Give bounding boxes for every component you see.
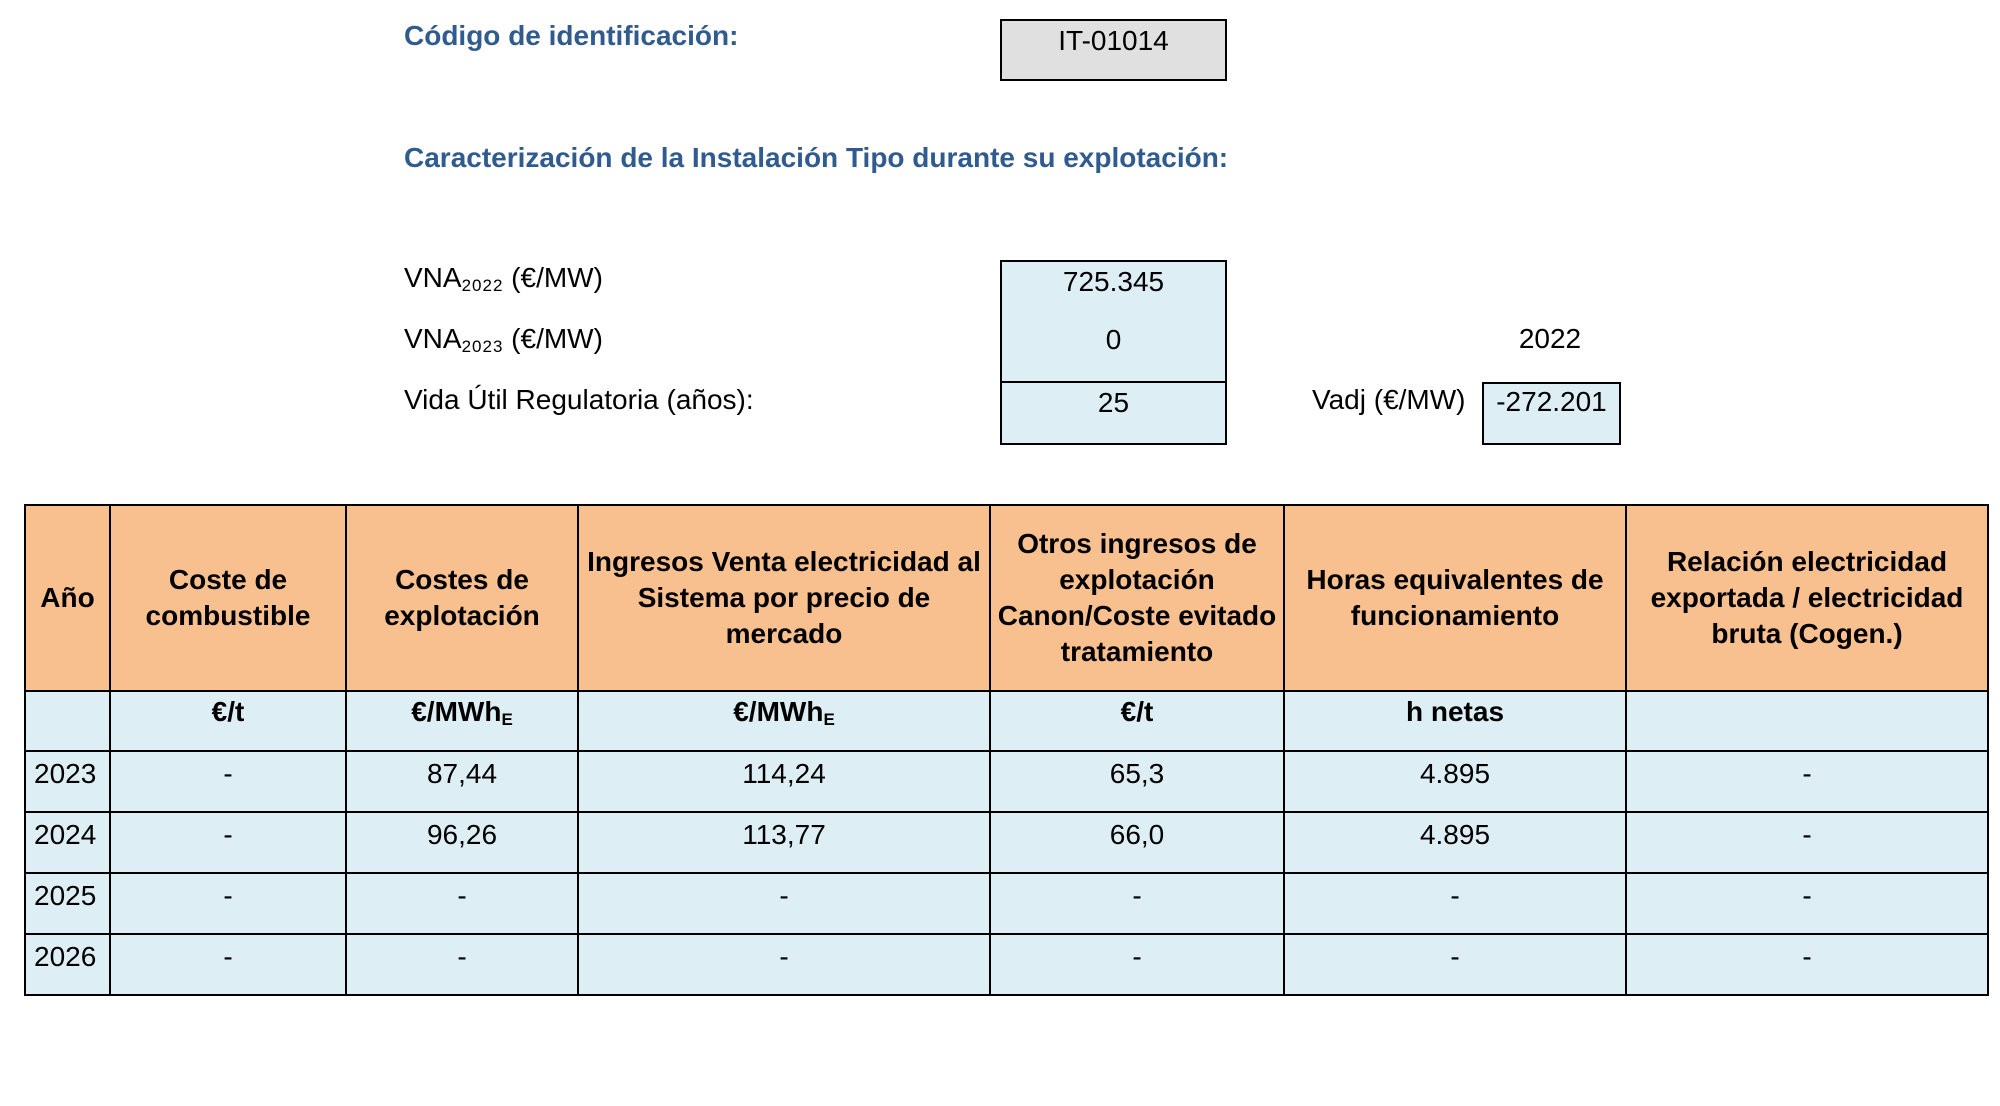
header-fuel-cost: Coste de combustible (109, 504, 347, 692)
vna2022-label: VNA2022 (€/MW) (404, 262, 603, 295)
vida-value: 25 (1097, 387, 1130, 418)
vna2023-value-box: 0 (1000, 320, 1227, 383)
vna2022-value-box: 725.345 (1000, 260, 1227, 322)
cell-market-sales-income: 113,77 (577, 811, 991, 874)
cell-operating-cost: 87,44 (345, 750, 579, 813)
vadj-value: -272.201 (1496, 386, 1607, 417)
cell-equivalent-hours: 4.895 (1283, 750, 1627, 813)
unit-cell: h netas (1283, 690, 1627, 752)
header-operating-cost: Costes de explotación (345, 504, 579, 692)
operation-table: Año Coste de combustible Costes de explo… (24, 504, 1989, 996)
cell-electricity-ratio: - (1625, 872, 1989, 935)
vadj-label: Vadj (€/MW) (1312, 384, 1466, 415)
cell-operating-cost: - (345, 872, 579, 935)
cell-fuel-cost: - (109, 750, 347, 813)
id-label: Código de identificación: (404, 20, 739, 51)
cell-other-income: - (989, 872, 1285, 935)
unit-cell: €/MWhE (577, 690, 991, 752)
header-year: Año (24, 504, 111, 692)
cell-other-income: - (989, 933, 1285, 996)
vadj-value-box: -272.201 (1482, 382, 1621, 445)
cell-fuel-cost: - (109, 872, 347, 935)
cell-other-income: 65,3 (989, 750, 1285, 813)
cell-electricity-ratio: - (1625, 811, 1989, 874)
table-header-row: Año Coste de combustible Costes de explo… (24, 504, 1989, 692)
cell-electricity-ratio: - (1625, 933, 1989, 996)
cell-other-income: 66,0 (989, 811, 1285, 874)
cell-equivalent-hours: - (1283, 872, 1627, 935)
cell-operating-cost: - (345, 933, 579, 996)
table-units-row: €/t €/MWhE €/MWhE €/t h netas (24, 690, 1989, 752)
year-note: 2022 (1518, 323, 1582, 354)
cell-year: 2024 (24, 811, 111, 874)
cell-fuel-cost: - (109, 933, 347, 996)
section-title: Caracterización de la Instalación Tipo d… (404, 142, 1229, 173)
header-market-sales-income: Ingresos Venta electricidad al Sistema p… (577, 504, 991, 692)
cell-fuel-cost: - (109, 811, 347, 874)
cell-equivalent-hours: 4.895 (1283, 811, 1627, 874)
cell-market-sales-income: 114,24 (577, 750, 991, 813)
vna2022-value: 725.345 (1062, 266, 1165, 297)
header-electricity-ratio: Relación electricidad exportada / electr… (1625, 504, 1989, 692)
cell-electricity-ratio: - (1625, 750, 1989, 813)
unit-cell: €/MWhE (345, 690, 579, 752)
vna2023-value: 0 (1105, 324, 1122, 355)
cell-equivalent-hours: - (1283, 933, 1627, 996)
table-row: 2025 - - - - - - (24, 872, 1989, 935)
vna2023-label: VNA2023 (€/MW) (404, 323, 603, 356)
vida-value-box: 25 (1000, 381, 1227, 445)
header-other-income: Otros ingresos de explotación Canon/Cost… (989, 504, 1285, 692)
vida-label: Vida Útil Regulatoria (años): (404, 384, 754, 415)
id-value: IT-01014 (1058, 25, 1169, 56)
table-row: 2024 - 96,26 113,77 66,0 4.895 - (24, 811, 1989, 874)
header-equivalent-hours: Horas equivalentes de funcionamiento (1283, 504, 1627, 692)
cell-operating-cost: 96,26 (345, 811, 579, 874)
unit-cell (1625, 690, 1989, 752)
cell-year: 2023 (24, 750, 111, 813)
unit-cell (24, 690, 111, 752)
cell-market-sales-income: - (577, 933, 991, 996)
unit-cell: €/t (109, 690, 347, 752)
table-row: 2026 - - - - - - (24, 933, 1989, 996)
table-row: 2023 - 87,44 114,24 65,3 4.895 - (24, 750, 1989, 813)
cell-year: 2026 (24, 933, 111, 996)
unit-cell: €/t (989, 690, 1285, 752)
id-value-box: IT-01014 (1000, 19, 1227, 81)
cell-year: 2025 (24, 872, 111, 935)
cell-market-sales-income: - (577, 872, 991, 935)
